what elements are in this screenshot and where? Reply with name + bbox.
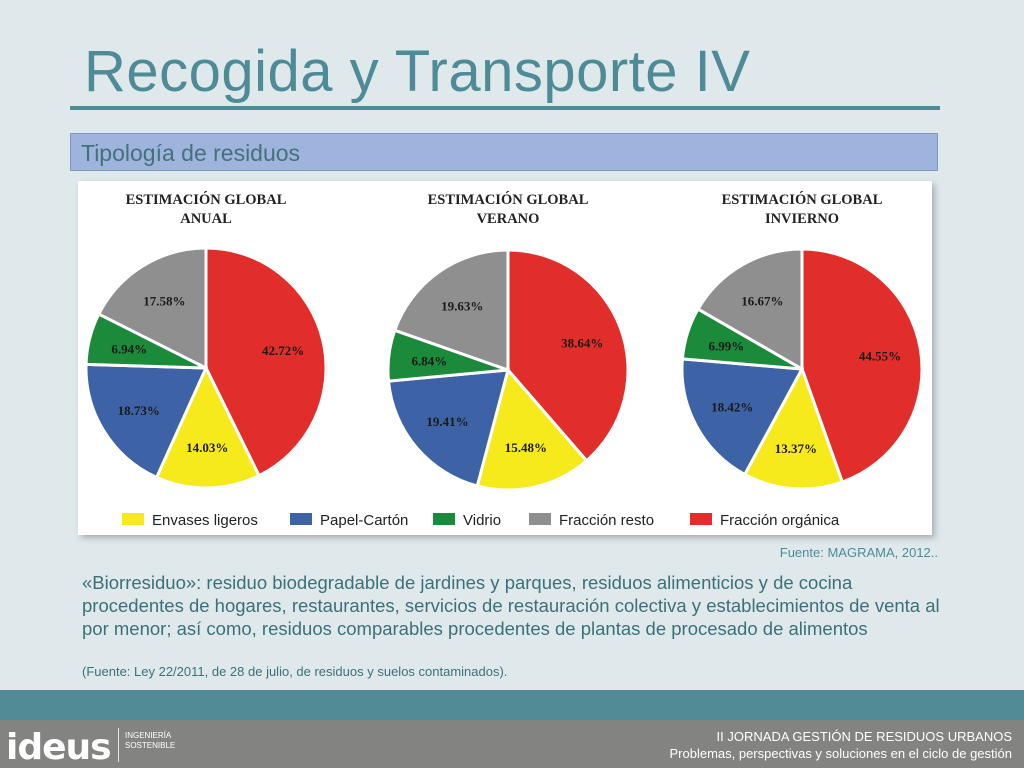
pie-data-label: 15.48%: [505, 440, 547, 455]
pie-slice: [800, 247, 924, 484]
legend-label: Papel-Cartón: [320, 512, 408, 529]
pie-title-line1: ESTIMACIÓN GLOBAL: [126, 191, 287, 208]
pie-slice: [96, 246, 208, 371]
pie-slice: [154, 364, 262, 490]
pie-data-label: 16.67%: [741, 293, 783, 308]
pie-data-label: 17.58%: [143, 294, 185, 309]
pie-slice: [84, 362, 209, 480]
pie-slice: [204, 246, 328, 478]
pie-data-label: 19.41%: [426, 414, 468, 429]
ideus-logo: ideus: [6, 727, 112, 768]
legend-label: Fracción resto: [559, 512, 654, 529]
legend-label: Fracción orgánica: [720, 512, 840, 529]
legend-swatch: [433, 513, 455, 525]
pie-data-label: 44.55%: [859, 349, 901, 364]
pie-data-label: 42.72%: [262, 343, 304, 358]
subtitle-bar: Tipología de residuos: [70, 133, 938, 171]
footer-event-title: II JORNADA GESTIÓN DE RESIDUOS URBANOS: [716, 729, 1012, 744]
pie-charts: ESTIMACIÓN GLOBAL ANUAL 42.72% 14.03% 18.73%…: [84, 191, 924, 529]
pie-data-label: 6.84%: [412, 353, 448, 368]
pie-data-label: 38.64%: [561, 335, 603, 350]
pie-title-line2: INVIERNO: [765, 211, 839, 227]
pie-title-line2: VERANO: [477, 211, 540, 227]
legend-label: Vidrio: [463, 512, 501, 529]
pie-slice: [386, 368, 510, 488]
pie-slice: [680, 357, 805, 477]
charts-panel: ESTIMACIÓN GLOBAL ANUAL 42.72% 14.03% 18.73%…: [78, 181, 932, 535]
pie-title-line1: ESTIMACIÓN GLOBAL: [428, 191, 589, 208]
subtitle-text: Tipología de residuos: [81, 140, 301, 166]
definition-reference: (Fuente: Ley 22/2011, de 28 de julio, de…: [82, 664, 508, 679]
pie-data-label: 19.63%: [441, 298, 483, 313]
footer-event-subtitle: Problemas, perspectivas y soluciones en …: [669, 746, 1012, 761]
footer-band: [0, 690, 1024, 720]
logo-tagline: INGENIERÍA SOSTENIBLE: [125, 731, 175, 751]
logo-tagline-line2: SOSTENIBLE: [125, 741, 176, 750]
title-underline: [70, 106, 940, 110]
legend-swatch: [122, 513, 144, 525]
pie-slice: [506, 248, 630, 463]
legend-swatch: [690, 513, 712, 525]
pie-data-label: 6.94%: [111, 342, 147, 357]
legend-label: Envases ligeros: [152, 512, 258, 529]
pie-data-label: 18.42%: [711, 400, 753, 415]
pie-data-label: 13.37%: [775, 441, 817, 456]
pie-slice: [475, 366, 589, 492]
logo-divider: [118, 728, 119, 762]
legend-swatch: [290, 513, 312, 525]
pie-slice: [392, 248, 510, 373]
pie-data-label: 14.03%: [186, 440, 228, 455]
slide-title: Recogida y Transporte IV: [84, 39, 751, 104]
logo-tagline-line1: INGENIERÍA: [125, 731, 172, 740]
pie-data-label: 6.99%: [709, 338, 745, 353]
definition-text: «Biorresiduo»: residuo biodegradable de …: [82, 572, 940, 639]
source-note: Fuente: MAGRAMA, 2012..: [779, 545, 938, 560]
pie-slice: [742, 365, 845, 491]
pie-title-line1: ESTIMACIÓN GLOBAL: [722, 191, 883, 208]
footer-bar: [0, 720, 1024, 768]
pie-data-label: 18.73%: [118, 403, 160, 418]
pie-slice: [696, 247, 804, 372]
legend-swatch: [529, 513, 551, 525]
pie-title-line2: ANUAL: [180, 211, 232, 227]
